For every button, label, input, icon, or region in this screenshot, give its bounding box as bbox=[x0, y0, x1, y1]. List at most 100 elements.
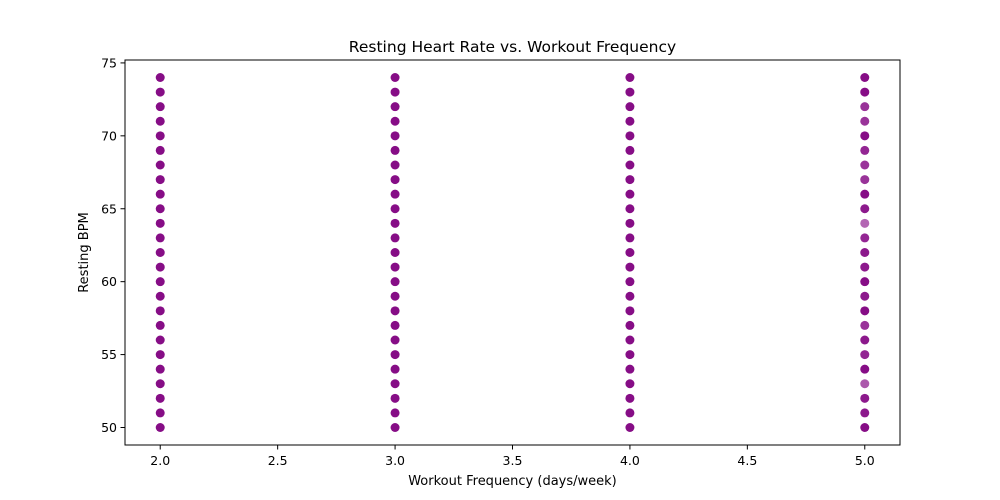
y-tick-label: 55 bbox=[101, 347, 117, 362]
data-point bbox=[155, 131, 165, 141]
y-tick-label: 70 bbox=[101, 128, 117, 143]
data-point bbox=[625, 73, 635, 82]
data-point bbox=[390, 145, 400, 155]
data-point bbox=[390, 73, 400, 82]
data-point bbox=[390, 189, 400, 199]
data-point bbox=[625, 379, 635, 389]
data-point bbox=[155, 350, 165, 360]
data-point bbox=[625, 262, 635, 272]
data-point bbox=[860, 102, 870, 112]
data-point bbox=[625, 102, 635, 112]
data-point bbox=[155, 364, 165, 374]
data-point bbox=[625, 393, 635, 403]
x-tick-label: 2.5 bbox=[268, 453, 288, 468]
data-point bbox=[625, 189, 635, 199]
data-point bbox=[390, 248, 400, 257]
data-point bbox=[860, 262, 870, 272]
data-point bbox=[625, 408, 635, 418]
data-point bbox=[390, 393, 400, 403]
data-point bbox=[860, 291, 870, 301]
data-point bbox=[860, 364, 870, 374]
data-point bbox=[155, 87, 165, 97]
y-axis-ticks: 50 55 60 65 70 75 bbox=[101, 55, 125, 435]
data-point bbox=[390, 262, 400, 272]
data-point bbox=[390, 423, 400, 432]
data-point bbox=[860, 87, 870, 97]
data-point bbox=[625, 145, 635, 155]
data-point bbox=[390, 116, 400, 126]
data-point bbox=[155, 102, 165, 112]
data-point bbox=[155, 379, 165, 389]
data-point bbox=[155, 320, 165, 330]
x-axis-label: Workout Frequency (days/week) bbox=[408, 474, 617, 489]
data-point bbox=[860, 277, 870, 287]
data-point bbox=[860, 145, 870, 155]
data-point bbox=[860, 233, 870, 243]
data-point bbox=[860, 350, 870, 360]
data-point bbox=[860, 189, 870, 199]
data-point bbox=[860, 423, 870, 432]
data-point bbox=[625, 233, 635, 243]
data-point bbox=[155, 175, 165, 185]
y-tick-label: 65 bbox=[101, 201, 117, 216]
data-point bbox=[390, 102, 400, 112]
data-point bbox=[625, 175, 635, 185]
data-point bbox=[860, 73, 870, 82]
data-point bbox=[860, 218, 870, 228]
data-point bbox=[155, 408, 165, 418]
x-tick-label: 4.0 bbox=[620, 453, 640, 468]
data-point bbox=[155, 335, 165, 345]
data-point bbox=[860, 379, 870, 389]
data-point bbox=[625, 116, 635, 126]
data-point bbox=[390, 204, 400, 214]
data-point bbox=[155, 306, 165, 316]
x-tick-label: 4.5 bbox=[737, 453, 757, 468]
data-point bbox=[155, 262, 165, 272]
data-point bbox=[155, 277, 165, 287]
data-point bbox=[625, 248, 635, 257]
data-point bbox=[390, 218, 400, 228]
data-point bbox=[860, 408, 870, 418]
data-point bbox=[860, 160, 870, 170]
data-point bbox=[155, 145, 165, 155]
data-point bbox=[155, 204, 165, 214]
data-point bbox=[390, 175, 400, 185]
data-point bbox=[625, 350, 635, 360]
data-point bbox=[625, 204, 635, 214]
data-point bbox=[390, 233, 400, 243]
x-tick-label: 5.0 bbox=[855, 453, 875, 468]
chart-title: Resting Heart Rate vs. Workout Frequency bbox=[349, 38, 676, 56]
data-point bbox=[625, 291, 635, 301]
x-tick-label: 3.0 bbox=[385, 453, 405, 468]
data-point bbox=[390, 350, 400, 360]
data-point bbox=[155, 189, 165, 199]
data-point bbox=[860, 116, 870, 126]
data-point bbox=[860, 393, 870, 403]
data-point bbox=[390, 408, 400, 418]
data-point bbox=[155, 423, 165, 432]
data-point bbox=[390, 364, 400, 374]
data-point bbox=[390, 320, 400, 330]
data-point bbox=[625, 364, 635, 374]
data-point bbox=[390, 277, 400, 287]
data-point bbox=[155, 73, 165, 82]
data-point bbox=[625, 306, 635, 316]
data-point bbox=[860, 175, 870, 185]
data-point bbox=[860, 306, 870, 316]
data-point bbox=[155, 233, 165, 243]
data-point bbox=[860, 335, 870, 345]
data-point bbox=[390, 87, 400, 97]
data-point bbox=[390, 306, 400, 316]
data-point bbox=[625, 277, 635, 287]
data-point bbox=[625, 131, 635, 141]
y-tick-label: 50 bbox=[101, 420, 117, 435]
y-tick-label: 75 bbox=[101, 55, 117, 70]
data-point bbox=[155, 116, 165, 126]
data-point bbox=[625, 335, 635, 345]
data-point bbox=[860, 131, 870, 141]
data-point bbox=[390, 335, 400, 345]
y-tick-label: 60 bbox=[101, 274, 117, 289]
data-point bbox=[625, 218, 635, 228]
data-point bbox=[390, 160, 400, 170]
